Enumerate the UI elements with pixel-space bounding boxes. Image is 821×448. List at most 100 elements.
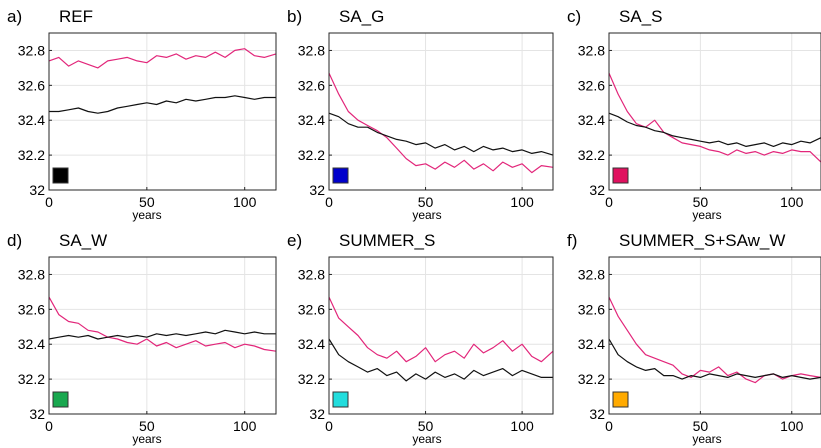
x-tick-label: 0 [45,418,53,434]
y-tick-label: 32 [309,182,325,198]
panel-b: 0 50 100 32 32.2 32.4 32.6 32.8 years b) SA_G [287,7,554,222]
x-tick-label: 0 [605,418,613,434]
y-tick-label: 32.4 [298,112,325,128]
panel-label: c) [567,7,581,26]
y-tick-label: 32.4 [578,112,605,128]
series-group [608,72,821,163]
y-tick-label: 32.6 [298,77,325,93]
color-swatch [332,391,349,408]
color-swatch [52,391,69,408]
x-axis-label: years [412,208,441,222]
y-tick-label: 32.2 [18,147,45,163]
panel-d: 0 50 100 32 32.2 32.4 32.6 32.8 years d) SA_W [7,231,277,446]
plot-area [609,257,821,414]
x-axis-label: years [132,208,161,222]
y-tick-label: 32.8 [18,266,45,282]
plot-area [329,257,553,414]
y-tick-label: 32.2 [18,371,45,387]
series-line-2 [608,338,821,380]
y-tick-label: 32.6 [578,77,605,93]
panel-title: SA_G [339,7,384,26]
x-tick-label: 0 [325,194,333,210]
panel-label: d) [7,231,22,250]
y-tick-label: 32.6 [18,77,45,93]
x-tick-label: 0 [325,418,333,434]
series-line-2 [608,112,821,147]
y-tick-label: 32.2 [578,371,605,387]
x-axis-label: years [132,432,161,446]
y-tick-label: 32 [589,406,605,422]
color-swatch [612,167,629,184]
y-tick-label: 32.4 [298,336,325,352]
series-line-2 [328,112,554,156]
plot-area [49,257,276,414]
panel-label: e) [287,231,302,250]
series-group [608,296,821,384]
panel-e: 0 50 100 32 32.2 32.4 32.6 32.8 years e) SUMMER_S [287,231,554,446]
series-line-2 [49,95,276,114]
y-tick-label: 32 [29,406,45,422]
x-tick-label: 50 [139,194,155,210]
x-tick-label: 50 [418,194,434,210]
plot-area [329,33,553,190]
x-tick-label: 100 [780,418,804,434]
series-group [48,48,277,114]
series-line-1 [608,296,821,384]
y-tick-label: 32.6 [18,301,45,317]
color-swatch [52,167,69,184]
panel-label: f) [567,231,577,250]
x-tick-label: 100 [780,194,804,210]
panel-title: SUMMER_S+SAw_W [619,231,785,250]
panel-label: b) [287,7,302,26]
color-swatch [332,167,349,184]
plot-area [609,33,821,190]
x-tick-label: 100 [233,418,257,434]
y-tick-label: 32.6 [578,301,605,317]
y-tick-label: 32 [589,182,605,198]
y-tick-label: 32.4 [18,112,45,128]
panel-title: SUMMER_S [339,231,435,250]
y-tick-label: 32.8 [298,266,325,282]
x-tick-label: 100 [510,418,534,434]
axes-frame [328,32,554,191]
y-tick-label: 32.8 [578,266,605,282]
y-tick-label: 32.2 [298,147,325,163]
series-line-1 [48,296,277,352]
y-tick-label: 32.4 [578,336,605,352]
color-swatch [612,391,629,408]
y-tick-label: 32.8 [578,42,605,58]
x-tick-label: 100 [510,194,534,210]
x-tick-label: 0 [605,194,613,210]
series-line-1 [48,48,277,69]
panel-f: 0 50 100 32 32.2 32.4 32.6 32.8 years f) SUMMER_S+… [567,231,821,446]
y-tick-label: 32.4 [18,336,45,352]
axes-frame [48,256,277,415]
axes-frame [608,32,821,191]
y-tick-label: 32.6 [298,301,325,317]
y-tick-label: 32.8 [298,42,325,58]
y-tick-label: 32.2 [578,147,605,163]
series-line-1 [328,296,554,363]
axes-frame [48,32,277,191]
y-tick-label: 32 [29,182,45,198]
y-tick-label: 32 [309,406,325,422]
x-axis-label: years [692,432,721,446]
x-axis-label: years [692,208,721,222]
panel-label: a) [7,7,22,26]
x-axis-label: years [412,432,441,446]
x-tick-label: 50 [693,194,709,210]
series-group [328,72,554,174]
panel-c: 0 50 100 32 32.2 32.4 32.6 32.8 years c) SA_S [567,7,821,222]
x-tick-label: 0 [45,194,53,210]
panel-title: REF [59,7,93,26]
series-line-2 [48,329,276,340]
axes-frame [328,256,554,415]
x-tick-label: 50 [139,418,155,434]
x-tick-label: 100 [233,194,257,210]
y-tick-label: 32.2 [298,371,325,387]
axes-frame [608,256,821,415]
series-group [328,296,554,382]
series-line-2 [328,338,553,382]
series-line-1 [328,72,554,174]
